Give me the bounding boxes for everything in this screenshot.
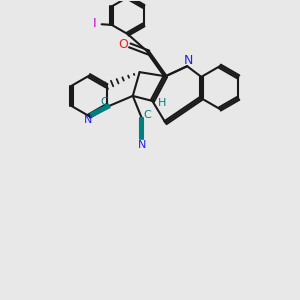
- Text: O: O: [118, 38, 128, 51]
- Text: N: N: [184, 54, 193, 67]
- Text: H: H: [158, 98, 166, 108]
- Text: N: N: [138, 140, 146, 150]
- Text: C: C: [101, 97, 108, 106]
- Text: N: N: [83, 115, 92, 125]
- Text: C: C: [144, 110, 152, 120]
- Text: I: I: [93, 17, 97, 30]
